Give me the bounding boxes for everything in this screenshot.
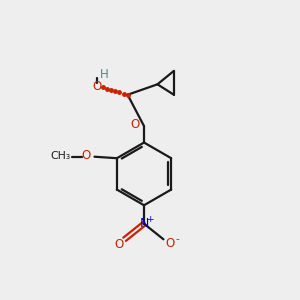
Text: +: +	[146, 215, 154, 224]
Text: O: O	[92, 80, 101, 94]
Text: CH₃: CH₃	[51, 151, 71, 160]
Text: O: O	[130, 118, 140, 131]
Text: O: O	[166, 237, 175, 250]
Text: O: O	[114, 238, 123, 251]
Text: N: N	[139, 217, 149, 230]
Text: H: H	[100, 68, 108, 81]
Text: -: -	[176, 235, 179, 244]
Text: O: O	[82, 149, 91, 162]
